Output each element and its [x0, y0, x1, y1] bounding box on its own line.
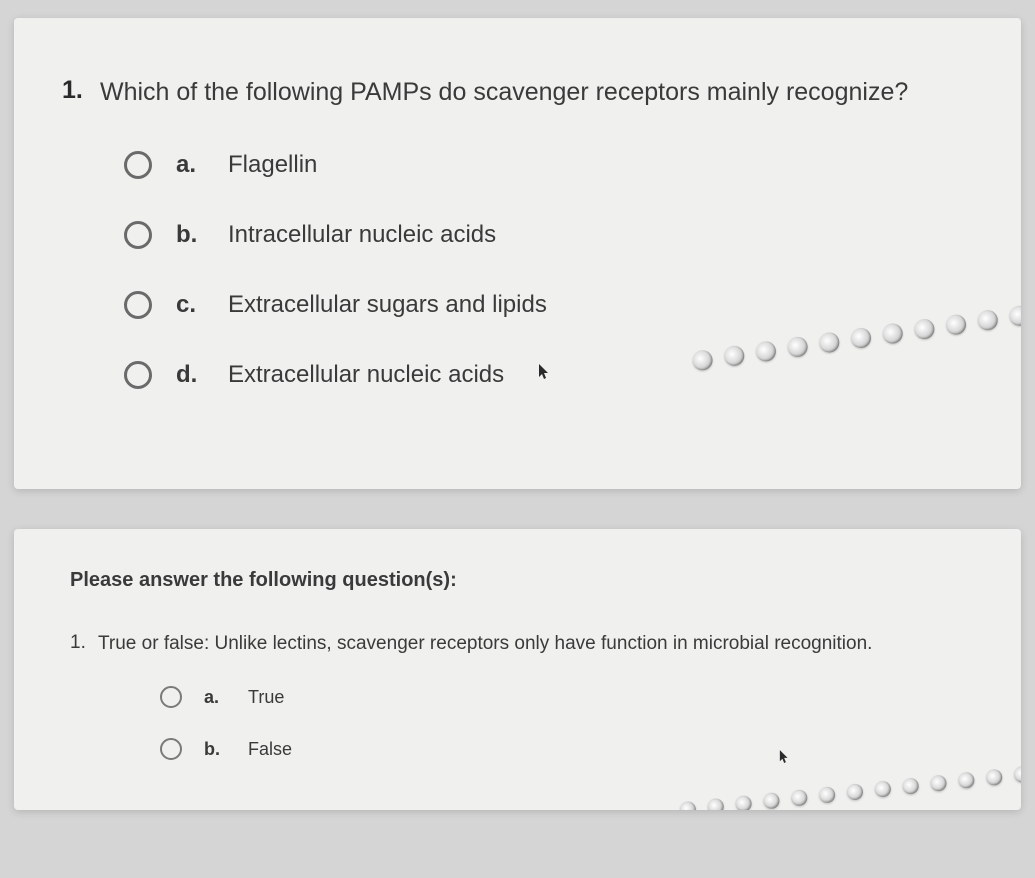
cursor-icon — [538, 363, 552, 386]
question-number: 1. — [70, 632, 90, 654]
question-text: True or false: Unlike lectins, scavenger… — [98, 632, 872, 657]
option-text: Extracellular sugars and lipids — [228, 291, 547, 319]
radio-button[interactable] — [124, 221, 152, 249]
radio-button[interactable] — [124, 151, 152, 179]
radio-button[interactable] — [160, 738, 182, 760]
radio-button[interactable] — [160, 686, 182, 708]
option-text: True — [248, 687, 284, 708]
option-letter: b. — [204, 739, 226, 760]
radio-button[interactable] — [124, 361, 152, 389]
option-row-b[interactable]: b. Intracellular nucleic acids — [124, 221, 971, 249]
option-text: Extracellular nucleic acids — [228, 361, 504, 389]
intro-text: Please answer the following question(s): — [70, 569, 971, 592]
option-letter: a. — [176, 151, 204, 179]
question-text: Which of the following PAMPs do scavenge… — [100, 76, 908, 109]
option-row-b[interactable]: b. False — [160, 738, 971, 760]
option-letter: b. — [176, 221, 204, 249]
cursor-icon — [779, 749, 791, 770]
option-row-a[interactable]: a. True — [160, 686, 971, 708]
spiral-binding-icon — [679, 766, 1021, 810]
option-text: Intracellular nucleic acids — [228, 221, 496, 249]
option-letter: c. — [176, 291, 204, 319]
options-container: a. True b. False — [160, 686, 971, 760]
question-row: 1. Which of the following PAMPs do scave… — [62, 76, 971, 109]
question-card-2: Please answer the following question(s):… — [14, 529, 1021, 811]
option-letter: d. — [176, 361, 204, 389]
question-number: 1. — [62, 76, 90, 105]
radio-button[interactable] — [124, 291, 152, 319]
options-container: a. Flagellin b. Intracellular nucleic ac… — [124, 151, 971, 389]
option-row-a[interactable]: a. Flagellin — [124, 151, 971, 179]
option-letter: a. — [204, 687, 226, 708]
question-card-1: 1. Which of the following PAMPs do scave… — [14, 18, 1021, 489]
question-row: 1. True or false: Unlike lectins, scaven… — [70, 632, 971, 657]
option-row-d[interactable]: d. Extracellular nucleic acids — [124, 361, 971, 389]
option-text: False — [248, 739, 292, 760]
option-text: Flagellin — [228, 151, 317, 179]
option-row-c[interactable]: c. Extracellular sugars and lipids — [124, 291, 971, 319]
